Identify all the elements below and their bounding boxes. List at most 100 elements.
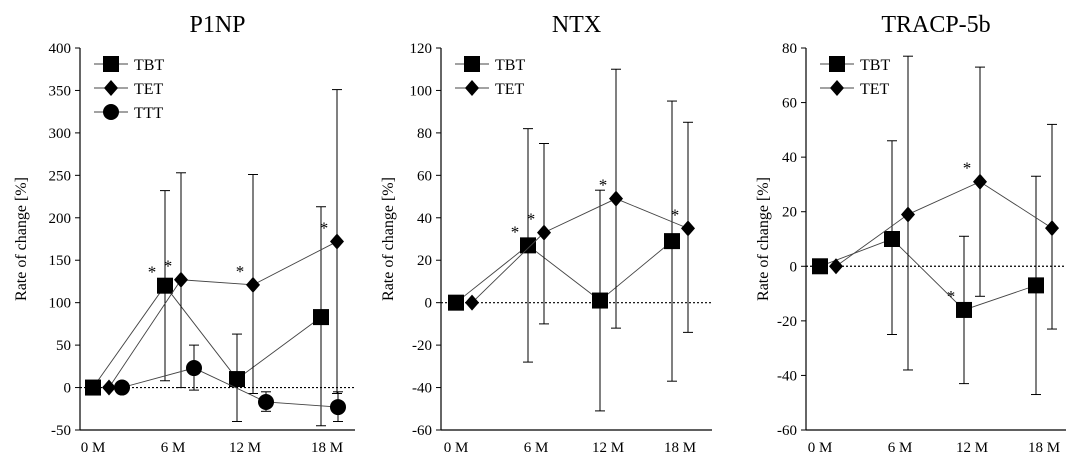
y-tick-label: 300 xyxy=(49,126,72,142)
x-tick-label: 6 M xyxy=(888,440,913,456)
y-tick-label: 400 xyxy=(49,41,72,57)
y-tick-label: -60 xyxy=(777,423,797,439)
series-TBT: * xyxy=(812,140,1044,396)
legend: TBT TET xyxy=(455,56,525,98)
data-point-diamond xyxy=(465,294,479,311)
chart-panel-3: TRACP-5b -60 -40 -20 0 20 40 60 80 0 M 6 M 12 M 18 M… xyxy=(755,12,1066,456)
data-point-square xyxy=(448,294,464,311)
data-point-diamond xyxy=(901,206,915,223)
data-point-square xyxy=(592,292,608,309)
x-tick-label: 12 M xyxy=(229,440,261,456)
series-line xyxy=(92,284,322,388)
y-tick-label: 20 xyxy=(417,253,432,269)
x-tick-label: 12 M xyxy=(956,440,988,456)
x-tick-label: 18 M xyxy=(311,440,343,456)
series-TBT: * xyxy=(448,100,680,412)
y-tick-label: 250 xyxy=(49,168,72,184)
y-tick-label: -20 xyxy=(412,338,432,354)
y-tick-label: -20 xyxy=(777,314,797,330)
series-line xyxy=(108,241,338,388)
x-tick-label: 0 M xyxy=(444,440,469,456)
y-tick-label: 50 xyxy=(56,338,71,354)
data-point-square xyxy=(884,231,900,247)
data-point-diamond xyxy=(1045,220,1059,237)
data-point-circle xyxy=(114,379,130,396)
series-line xyxy=(121,367,339,408)
legend-marker-square xyxy=(103,56,119,72)
data-point-diamond xyxy=(246,276,260,293)
y-axis-label: Rate of change [%] xyxy=(380,177,397,301)
chart-title: TRACP-5b xyxy=(881,12,990,38)
legend-marker-square xyxy=(464,56,480,72)
y-tick-label: 60 xyxy=(417,168,432,184)
y-axis-label: Rate of change [%] xyxy=(13,177,30,301)
significance-marker: * xyxy=(236,262,245,281)
significance-marker: * xyxy=(963,159,972,178)
series-TET: * * * xyxy=(102,89,344,396)
legend-label: TTT xyxy=(134,105,164,122)
data-point-square xyxy=(664,233,680,250)
legend-label: TBT xyxy=(495,57,525,74)
data-point-square xyxy=(85,379,101,396)
x-tick-label: 6 M xyxy=(524,440,549,456)
significance-marker: * xyxy=(671,205,680,224)
x-tick-label: 0 M xyxy=(81,440,106,456)
data-point-square xyxy=(956,301,972,318)
y-axis-label: Rate of change [%] xyxy=(755,177,772,301)
data-point-diamond xyxy=(829,258,843,275)
legend-marker-diamond xyxy=(830,80,844,96)
y-tick-label: 200 xyxy=(49,211,72,227)
data-point-diamond xyxy=(174,271,188,288)
legend-marker-circle xyxy=(103,104,119,120)
data-point-diamond xyxy=(973,173,987,190)
series-TET: * xyxy=(829,55,1059,371)
significance-marker: * xyxy=(148,263,157,282)
y-tick-label: -50 xyxy=(51,423,71,439)
y-tick-label: 0 xyxy=(790,259,798,275)
legend-marker-diamond xyxy=(104,80,118,96)
chart-title: P1NP xyxy=(189,12,245,38)
x-tick-label: 6 M xyxy=(161,440,186,456)
legend-marker-square xyxy=(829,56,845,72)
significance-marker: * xyxy=(164,257,173,276)
y-tick-label: 80 xyxy=(417,126,432,142)
legend-label: TET xyxy=(495,81,525,98)
y-tick-label: 40 xyxy=(417,211,432,227)
y-tick-label: 350 xyxy=(49,83,72,99)
data-point-circle xyxy=(258,393,274,410)
x-tick-label: 18 M xyxy=(664,440,696,456)
series-TTT xyxy=(114,344,346,423)
x-tick-label: 18 M xyxy=(1028,440,1060,456)
data-point-square xyxy=(520,237,536,254)
y-tick-label: 0 xyxy=(425,296,433,312)
legend-marker-diamond xyxy=(465,80,479,96)
legend-label: TET xyxy=(860,81,890,98)
significance-marker: * xyxy=(527,210,536,229)
data-point-diamond xyxy=(537,224,551,241)
chart-title: NTX xyxy=(552,12,601,38)
y-tick-label: -60 xyxy=(412,423,432,439)
data-point-square xyxy=(812,258,828,275)
y-tick-label: -40 xyxy=(412,381,432,397)
data-point-diamond xyxy=(681,220,695,237)
data-point-diamond xyxy=(609,190,623,207)
series-line xyxy=(819,238,1037,311)
y-tick-label: 150 xyxy=(49,253,72,269)
data-point-square xyxy=(1028,277,1044,294)
data-point-diamond xyxy=(102,379,116,396)
y-tick-label: 60 xyxy=(782,96,797,112)
chart-panel-2: NTX -60 -40 -20 0 20 40 60 80 100 120 0 M 6 M 12 M 18 … xyxy=(380,12,712,456)
chart-panel-1: P1NP -50 0 50 100 150 200 250 300 350 400 0 M 6 M 12 … xyxy=(13,12,355,456)
series-line xyxy=(455,240,673,304)
significance-marker: * xyxy=(320,219,329,238)
y-tick-label: 100 xyxy=(49,296,72,312)
series-line xyxy=(471,198,689,303)
legend-label: TET xyxy=(134,81,164,98)
x-tick-label: 0 M xyxy=(808,440,833,456)
y-tick-label: 120 xyxy=(410,41,433,57)
data-point-square xyxy=(229,371,245,388)
legend-label: TBT xyxy=(860,57,890,74)
data-point-circle xyxy=(330,399,346,416)
data-point-diamond xyxy=(330,233,344,250)
